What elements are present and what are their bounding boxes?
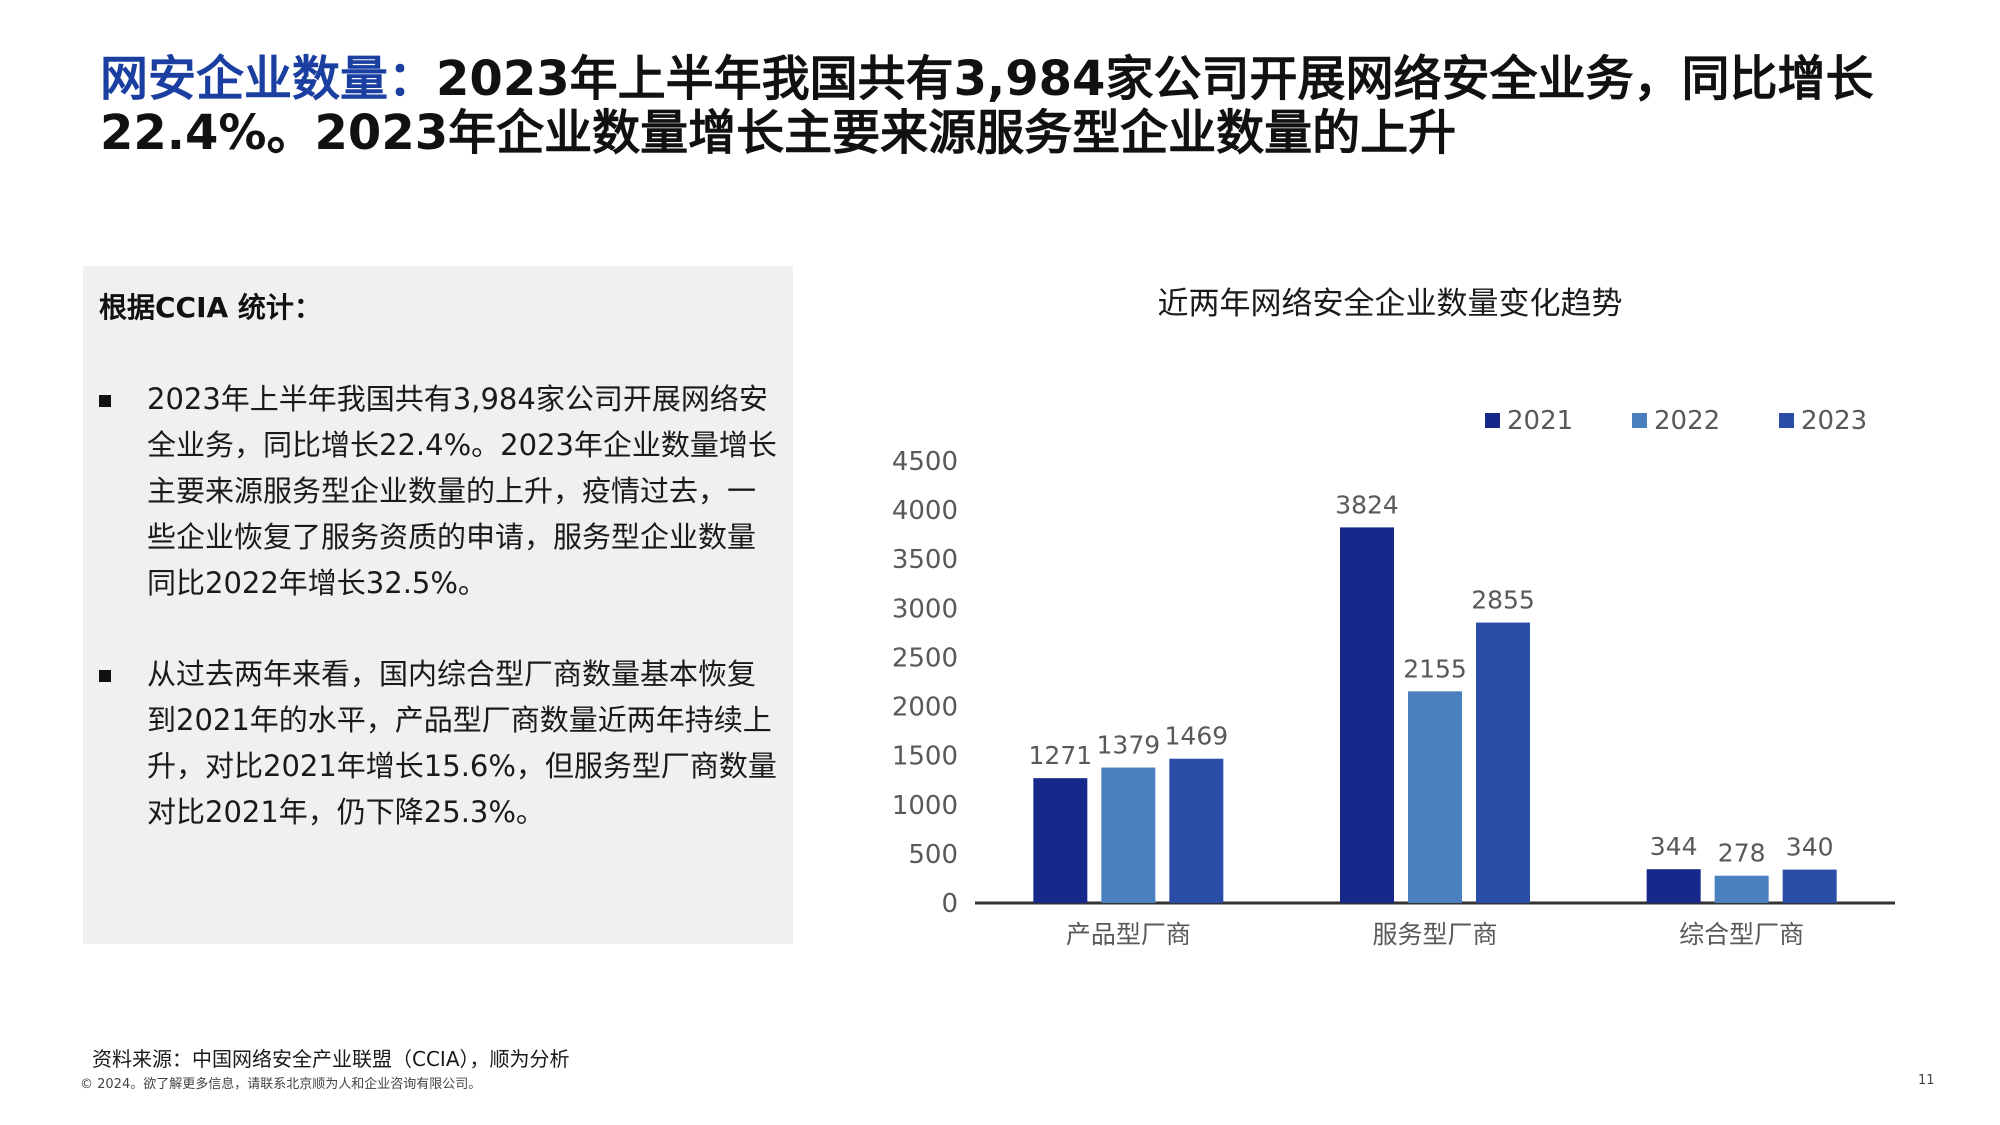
bar [1646,869,1701,903]
panel-title: 根据CCIA 统计： [99,291,322,324]
bullet-square-icon [99,670,111,682]
data-label: 2155 [1403,654,1467,683]
legend-label: 2021 [1507,406,1573,436]
data-label: 2855 [1471,586,1535,615]
y-tick-label: 3500 [892,545,958,575]
headline-text: 2023年上半年我国共有3,984家公司开展网络安全业务，同比增长22.4%。2… [100,51,1874,161]
data-label: 278 [1718,839,1766,868]
bar [1033,778,1088,903]
y-tick-label: 3000 [892,594,958,624]
legend-swatch [1632,413,1647,428]
data-label: 1271 [1029,741,1093,770]
legend-label: 2023 [1801,406,1867,436]
bullet-item: 从过去两年来看，国内综合型厂商数量基本恢复到2021年的水平，产品型厂商数量近两… [99,651,779,851]
legend-swatch [1779,413,1794,428]
page-headline: 网安企业数量：2023年上半年我国共有3,984家公司开展网络安全业务，同比增长… [100,52,1940,160]
y-tick-label: 1000 [892,791,958,821]
y-tick-label: 2500 [892,643,958,673]
y-tick-label: 2000 [892,693,958,723]
data-label: 1379 [1097,731,1161,760]
legend-swatch [1485,413,1500,428]
category-label: 服务型厂商 [1372,920,1497,949]
bar [1476,622,1530,903]
bullet-item: 2023年上半年我国共有3,984家公司开展网络安全业务，同比增长22.4%。2… [99,376,779,616]
source-note: 资料来源：中国网络安全产业联盟（CCIA），顺为分析 [92,1047,570,1071]
y-tick-label: 4000 [892,496,958,526]
category-label: 产品型厂商 [1066,920,1191,949]
bullet-text: 2023年上半年我国共有3,984家公司开展网络安全业务，同比增长22.4%。2… [147,382,777,600]
bullet-text: 从过去两年来看，国内综合型厂商数量基本恢复到2021年的水平，产品型厂商数量近两… [147,657,777,829]
bar [1782,869,1837,903]
y-tick-label: 4500 [892,447,958,477]
bar [1169,758,1224,903]
chart-title: 近两年网络安全企业数量变化趋势 [1157,286,1623,322]
stats-panel: 根据CCIA 统计： 2023年上半年我国共有3,984家公司开展网络安全业务，… [83,266,793,944]
data-label: 344 [1650,832,1698,861]
legend-label: 2022 [1654,406,1720,436]
page-number: 11 [1918,1073,1935,1088]
copyright-footer: © 2024。欲了解更多信息，请联系北京顺为人和企业咨询有限公司。 [80,1077,482,1092]
bar-chart: 0 500 1000 1500 2000 2500 3000 3500 4000 4500 1271… [892,406,1895,949]
data-label: 340 [1786,833,1834,862]
data-label: 3824 [1335,490,1399,519]
bar [1714,875,1769,903]
bar [1340,527,1394,903]
y-tick-label: 1500 [892,742,958,772]
headline-highlight: 网安企业数量： [100,51,437,107]
y-tick-label: 500 [908,840,958,870]
bar [1101,767,1156,903]
y-tick-label: 0 [941,889,958,919]
data-label: 1469 [1165,722,1229,751]
category-label: 综合型厂商 [1679,920,1804,949]
bullet-square-icon [99,395,111,407]
bar [1408,691,1462,903]
